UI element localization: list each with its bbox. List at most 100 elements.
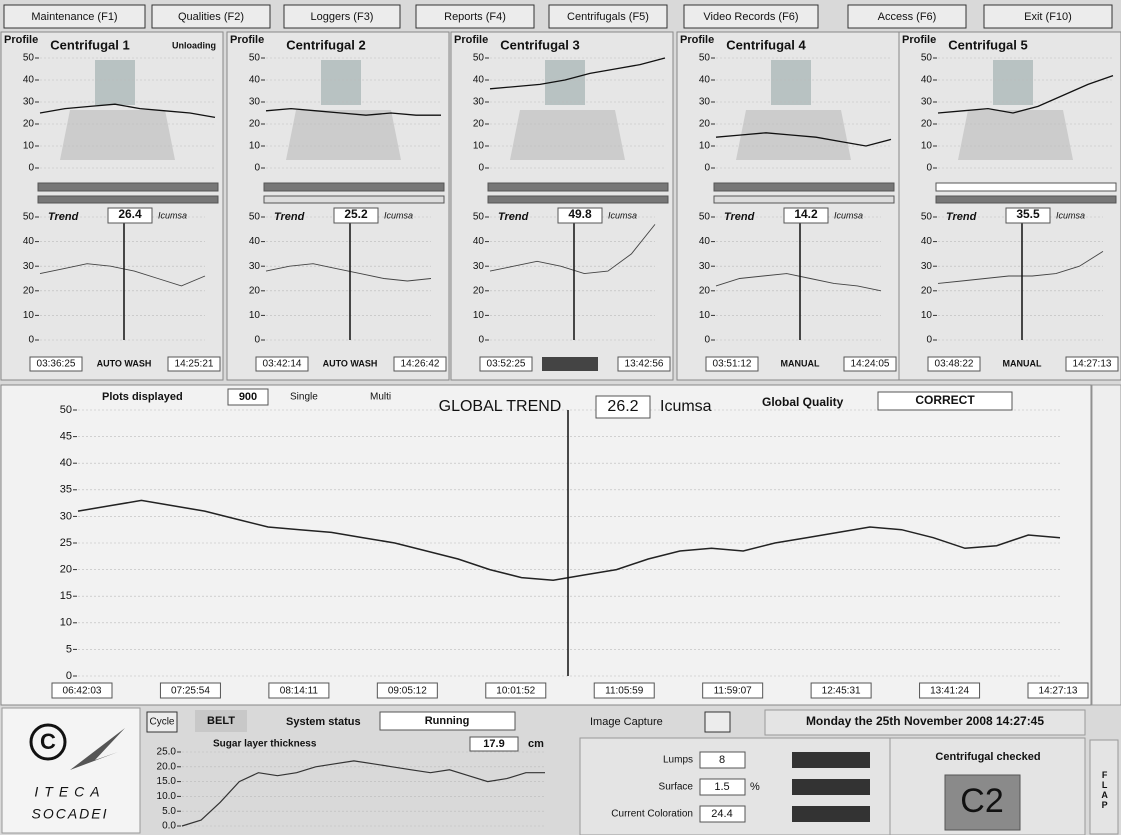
y-tick-label: 0 bbox=[28, 163, 34, 174]
y-tick-label: 20 bbox=[699, 119, 711, 130]
progress-bar bbox=[38, 196, 218, 203]
y-tick-label: 0 bbox=[478, 335, 484, 346]
y-tick-label: 30 bbox=[921, 97, 933, 108]
y-tick-label: 30 bbox=[23, 261, 35, 272]
y-tick-label: 15 bbox=[60, 590, 72, 602]
x-tick-label: 11:05:59 bbox=[605, 686, 644, 697]
y-tick-label: 20 bbox=[699, 285, 711, 296]
y-tick-label: 30 bbox=[249, 261, 261, 272]
y-tick-label: 5.0 bbox=[162, 806, 176, 817]
y-tick-label: 10 bbox=[699, 310, 711, 321]
end-time: 14:26:42 bbox=[401, 359, 440, 370]
machine-body bbox=[321, 60, 361, 105]
logo-line2: SOCADEI bbox=[31, 806, 108, 822]
menu-button-label: Qualities (F2) bbox=[178, 11, 244, 23]
y-tick-label: 40 bbox=[249, 236, 261, 247]
color-swatch bbox=[792, 752, 870, 768]
flap-label: FLAP bbox=[1100, 770, 1110, 810]
trend-label: Trend bbox=[274, 211, 305, 223]
system-status-label: System status bbox=[286, 716, 361, 728]
y-tick-label: 25 bbox=[60, 537, 72, 549]
measurement-label: Lumps bbox=[663, 755, 693, 766]
y-tick-label: 50 bbox=[60, 404, 72, 416]
start-time: 03:48:22 bbox=[935, 359, 974, 370]
trend-label: Trend bbox=[498, 211, 529, 223]
y-tick-label: 10 bbox=[921, 310, 933, 321]
cycle-label: Cycle bbox=[149, 717, 174, 728]
y-tick-label: 10 bbox=[699, 141, 711, 152]
y-tick-label: 30 bbox=[473, 261, 485, 272]
y-tick-label: 20 bbox=[249, 119, 261, 130]
y-tick-label: 40 bbox=[699, 236, 711, 247]
y-tick-label: 40 bbox=[921, 236, 933, 247]
y-tick-label: 0 bbox=[66, 670, 72, 682]
trend-value: 14.2 bbox=[794, 207, 818, 221]
centrifugal-name: Centrifugal 3 bbox=[500, 37, 579, 52]
menu-button-label: Exit (F10) bbox=[1024, 11, 1072, 23]
centrifugal-name: Centrifugal 2 bbox=[286, 37, 365, 52]
centrifugal-name: Centrifugal 5 bbox=[948, 37, 1027, 52]
y-tick-label: 30 bbox=[473, 97, 485, 108]
trend-label: Trend bbox=[48, 211, 79, 223]
y-tick-label: 40 bbox=[23, 236, 35, 247]
y-tick-label: 50 bbox=[473, 212, 485, 223]
sugar-title: Sugar layer thickness bbox=[213, 739, 317, 750]
y-tick-label: 15.0 bbox=[157, 776, 177, 787]
y-tick-label: 20 bbox=[473, 119, 485, 130]
y-tick-label: 0 bbox=[28, 335, 34, 346]
y-tick-label: 10 bbox=[473, 141, 485, 152]
measurement-value: 24.4 bbox=[711, 808, 732, 820]
y-tick-label: 50 bbox=[699, 212, 711, 223]
x-tick-label: 12:45:31 bbox=[822, 686, 861, 697]
global-trend-panel bbox=[1, 385, 1091, 705]
x-tick-label: 09:05:12 bbox=[388, 686, 427, 697]
scrollbar[interactable] bbox=[1092, 385, 1121, 705]
y-tick-label: 50 bbox=[473, 53, 485, 64]
progress-bar bbox=[488, 183, 668, 191]
start-time: 03:36:25 bbox=[37, 359, 76, 370]
y-tick-label: 20 bbox=[921, 119, 933, 130]
logo-line1: ITECA bbox=[34, 784, 105, 800]
trend-label: Trend bbox=[724, 211, 755, 223]
y-tick-label: 40 bbox=[23, 75, 35, 86]
image-capture-label: Image Capture bbox=[590, 716, 663, 728]
y-tick-label: 10.0 bbox=[157, 791, 177, 802]
menu-button-label: Centrifugals (F5) bbox=[567, 11, 649, 23]
machine-base bbox=[286, 110, 401, 160]
mode-label: AUTO WASH bbox=[323, 358, 378, 368]
plots-label: Plots displayed bbox=[102, 391, 183, 403]
machine-body bbox=[771, 60, 811, 105]
global-unit: Icumsa bbox=[660, 398, 712, 415]
status-label: Unloading bbox=[172, 40, 216, 50]
progress-bar bbox=[264, 196, 444, 203]
trend-value: 26.4 bbox=[118, 207, 142, 221]
y-tick-label: 0.0 bbox=[162, 821, 176, 832]
y-tick-label: 10 bbox=[60, 617, 72, 629]
y-tick-label: 30 bbox=[699, 97, 711, 108]
y-tick-label: 50 bbox=[921, 53, 933, 64]
checked-label: Centrifugal checked bbox=[935, 751, 1040, 763]
trend-value: 35.5 bbox=[1016, 207, 1040, 221]
y-tick-label: 45 bbox=[60, 431, 72, 443]
y-tick-label: 0 bbox=[254, 335, 260, 346]
trend-value: 49.8 bbox=[568, 207, 592, 221]
mode-label: AUTO WASH bbox=[97, 358, 152, 368]
single-option: Single bbox=[290, 392, 318, 403]
menu-button-label: Access (F6) bbox=[878, 11, 937, 23]
y-tick-label: 50 bbox=[249, 53, 261, 64]
y-tick-label: 0 bbox=[926, 163, 932, 174]
measurement-value: 8 bbox=[719, 754, 725, 766]
y-tick-label: 50 bbox=[23, 212, 35, 223]
multi-option: Multi bbox=[370, 392, 391, 403]
start-time: 03:51:12 bbox=[713, 359, 752, 370]
image-capture-button[interactable] bbox=[705, 712, 730, 732]
y-tick-label: 10 bbox=[249, 141, 261, 152]
y-tick-label: 50 bbox=[921, 212, 933, 223]
progress-bar bbox=[264, 183, 444, 191]
measurement-value: 1.5 bbox=[714, 781, 729, 793]
mode-label: MANUAL bbox=[1003, 358, 1042, 368]
centrifugal-name: Centrifugal 4 bbox=[726, 37, 806, 52]
color-swatch bbox=[792, 779, 870, 795]
y-tick-label: 30 bbox=[921, 261, 933, 272]
end-time: 14:24:05 bbox=[851, 359, 890, 370]
